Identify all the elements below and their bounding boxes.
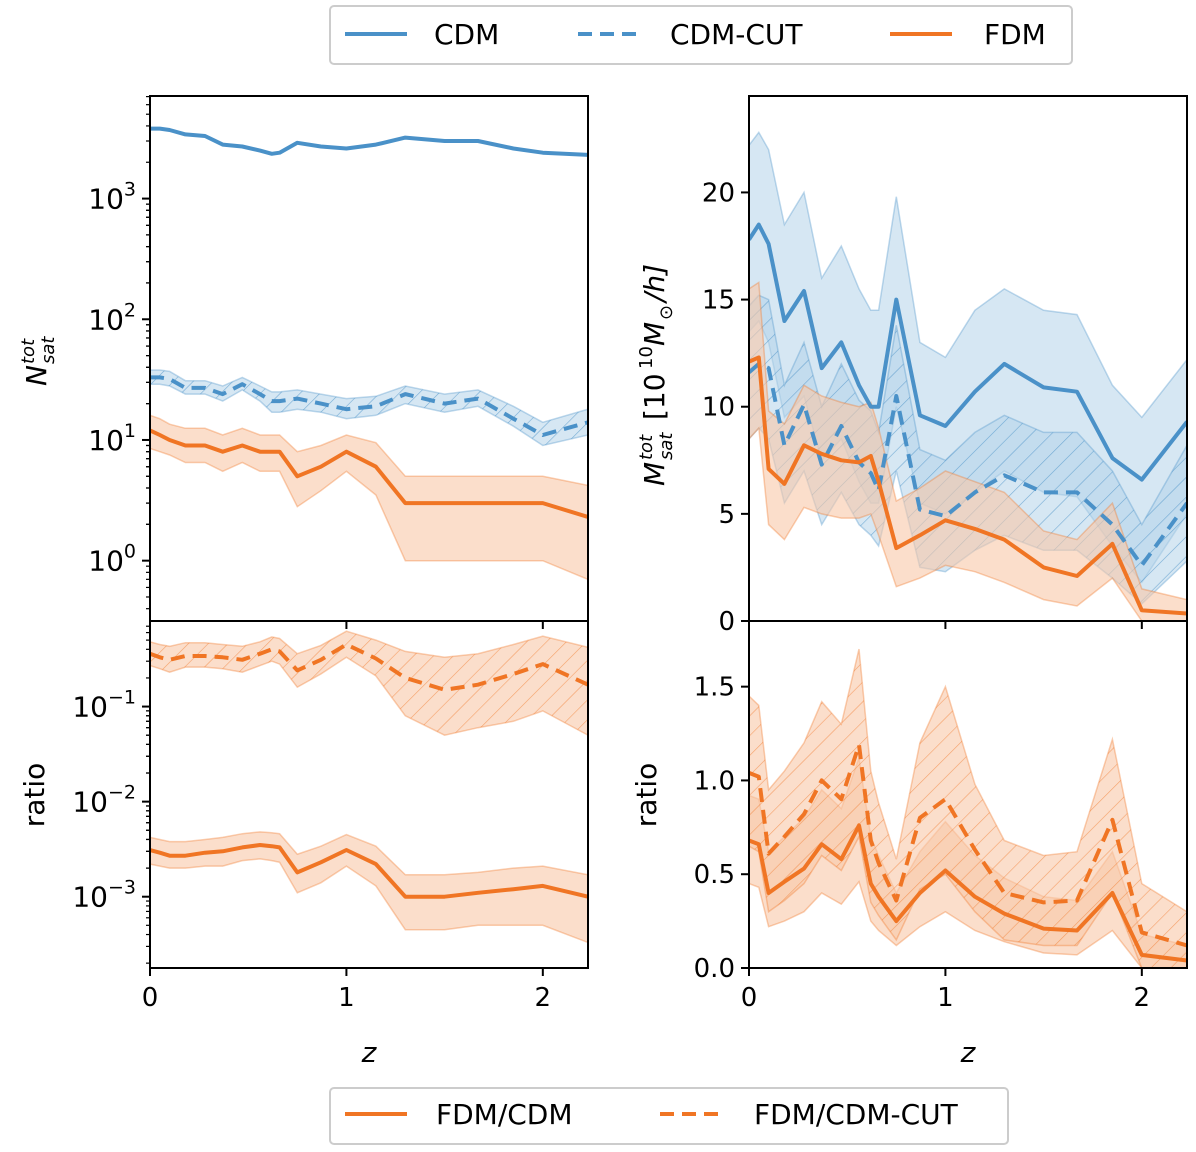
- n-sat-sup: tot: [18, 338, 39, 364]
- frame-left: [149, 95, 589, 969]
- n-sat-main: N: [20, 365, 53, 386]
- plot-area-n_sat: [150, 126, 588, 581]
- series-line-cdm-cut: [749, 361, 1187, 568]
- y-tick-label: 15: [702, 286, 735, 316]
- y-tick-label: 10: [702, 393, 735, 423]
- panel-ratio-right: 0.0 0.5 1.0 1.5 0 1 2: [694, 648, 1187, 1013]
- m-sat-units-sun: ⊙: [656, 305, 677, 320]
- y-label-ratio-right: ratio: [630, 763, 663, 828]
- frame-right: [748, 95, 1188, 969]
- y-label-n-sat: N tot sat: [18, 336, 59, 386]
- y-tick-label: 10−3: [72, 877, 136, 914]
- x-label-left: z: [361, 1036, 378, 1069]
- y-tick-label: 103: [88, 179, 136, 216]
- panel-n-sat: 100 101 102 103: [88, 95, 588, 629]
- band-hatch-cdm-cut: [749, 295, 1187, 604]
- series-line-fdm-cdm-cut: [749, 742, 1187, 948]
- y-tick-label: 0.5: [694, 860, 735, 890]
- plot-area-m_sat: [749, 131, 1187, 621]
- x-tick-label: 2: [1134, 983, 1151, 1013]
- m-sat-units-msun: M: [638, 322, 671, 346]
- x-tick-label: 1: [338, 983, 355, 1013]
- series-line-fdm: [150, 428, 588, 519]
- y-tick-label: 20: [702, 178, 735, 208]
- panel-m-sat: 0 5 10 15 20: [702, 131, 1187, 637]
- series-line-fdm-cdm: [749, 823, 1187, 963]
- legend-fdm-label: FDM: [984, 18, 1046, 51]
- band-fdm: [150, 414, 588, 581]
- y-tick-label: 5: [718, 500, 735, 530]
- y-tick-label: 1.5: [694, 673, 735, 703]
- y-tick-label: 102: [88, 299, 136, 336]
- y-tick-label: 0.0: [694, 954, 735, 984]
- y-tick-label: 10−2: [72, 782, 136, 819]
- legend-top: CDM CDM-CUT FDM: [329, 5, 1073, 65]
- plot-area-ratio_left: [150, 630, 588, 944]
- plot-area-ratio_right: [749, 648, 1187, 968]
- legend-bottom: FDM/CDM FDM/CDM-CUT: [329, 1087, 1009, 1145]
- series-line-fdm: [749, 355, 1187, 616]
- x-tick-label: 0: [142, 983, 159, 1013]
- m-sat-units-open: [10: [638, 373, 671, 420]
- band-hatch-fdm-cdm-cut: [749, 649, 1187, 968]
- legend-fdm-cdm-label: FDM/CDM: [436, 1098, 573, 1131]
- y-tick-label: 10−1: [72, 687, 136, 724]
- m-sat-main: M: [638, 462, 671, 486]
- m-sat-units-exp: 10: [636, 346, 657, 369]
- legend-cdm-cut-label: CDM-CUT: [670, 18, 803, 51]
- x-tick-label: 0: [741, 983, 758, 1013]
- legend-fdm-cdm-cut-label: FDM/CDM-CUT: [754, 1098, 959, 1131]
- series-line-cdm-cut: [150, 375, 588, 437]
- series-line-cdm: [749, 222, 1187, 482]
- m-sat-sub: sat: [656, 432, 677, 460]
- y-tick-label: 0: [718, 607, 735, 637]
- x-tick-label: 2: [535, 983, 552, 1013]
- y-label-m-sat: M tot sat [10 10 M ⊙ /h]: [636, 264, 677, 486]
- axis-frames: [149, 95, 1188, 969]
- y-tick-label: 101: [88, 420, 136, 457]
- band-fdm: [749, 281, 1187, 621]
- y-tick-label: 100: [88, 541, 136, 578]
- legend-cdm-label: CDM: [434, 18, 499, 51]
- x-label-right: z: [960, 1036, 977, 1069]
- band-hatch-fdm-cdm-cut: [150, 631, 588, 736]
- m-sat-units-end: /h]: [638, 264, 671, 305]
- y-tick-label: 1.0: [694, 766, 735, 796]
- legend-top-frame: [329, 5, 1073, 65]
- n-sat-sub: sat: [38, 336, 59, 364]
- series-line-fdm-cdm: [150, 843, 588, 899]
- band-fdm-cdm: [150, 831, 588, 944]
- series-line-cdm: [150, 126, 588, 157]
- x-tick-label: 1: [937, 983, 954, 1013]
- y-label-ratio-left: ratio: [18, 763, 51, 828]
- m-sat-sup: tot: [636, 434, 657, 460]
